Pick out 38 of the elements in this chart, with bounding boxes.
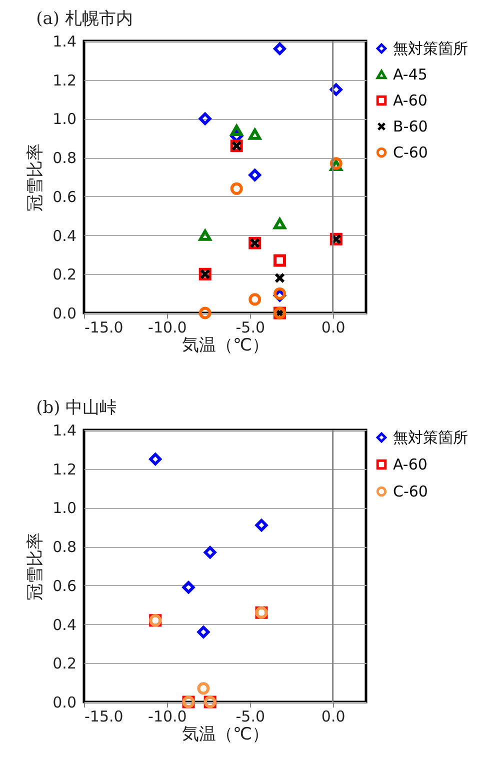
y-tick-label: 0.2 [52,654,76,673]
x-tick-label: -10.0 [148,708,187,726]
y-tick-label: 1.2 [52,71,76,90]
legend-label: 無対策箇所 [393,40,468,58]
x-tick-label: -10.0 [148,318,187,336]
legend-label: 無対策箇所 [393,428,468,446]
y-tick-label: 0.8 [52,538,76,556]
legend-label: A-60 [393,456,428,474]
y-tick-label: 0.0 [52,304,76,322]
y-tick-label: 0.6 [52,576,76,595]
x-tick-label: 0.0 [321,708,346,726]
y-tick-label: 1.4 [52,422,76,440]
y-tick-label: 1.0 [52,110,76,128]
y-tick-label: 0.4 [52,616,76,634]
x-axis-title: 気温（℃） [182,724,270,744]
y-tick-label: 1.2 [52,460,76,478]
y-tick-label: 0.2 [52,266,76,284]
legend-label: A-45 [393,66,428,84]
x-tick-label: -15.0 [84,708,124,726]
legend-label: B-60 [393,118,428,136]
y-tick-label: 1.4 [52,32,76,50]
x-tick-label: 0.0 [321,318,346,336]
y-tick-label: 0.6 [52,188,76,206]
y-tick-label: 0.0 [52,694,76,712]
x-tick-label: -5.0 [236,708,266,726]
y-tick-label: 0.4 [52,226,76,245]
legend-label: C-60 [393,482,428,500]
legend-label: A-60 [393,92,428,110]
x-axis-title: 気温（℃） [182,336,270,356]
y-tick-label: 0.8 [52,149,76,168]
y-axis-title: 冠雪比率 [26,532,46,600]
x-tick-label: -15.0 [84,318,124,336]
x-tick-label: -5.0 [236,318,266,336]
legend-label: C-60 [393,144,428,162]
chart-title: (a) 札幌市内 [36,9,133,29]
y-tick-label: 1.0 [52,499,76,518]
y-axis-title: 冠雪比率 [26,144,46,212]
chart-title: (b) 中山峠 [36,398,117,418]
